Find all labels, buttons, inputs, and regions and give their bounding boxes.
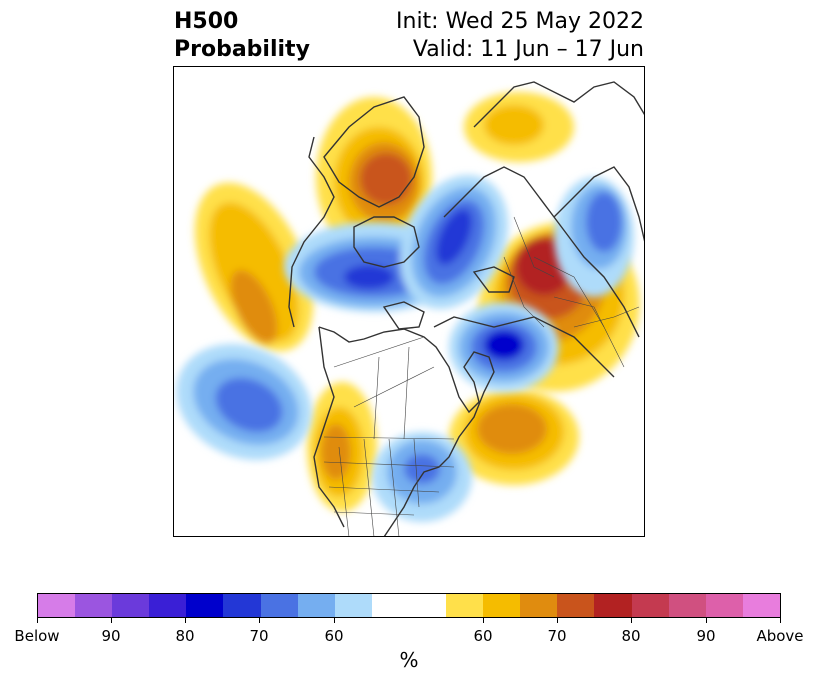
below-normal-regions (176, 175, 634, 522)
colorbar-tick (706, 618, 707, 623)
colorbar-segment (297, 594, 335, 617)
colorbar-segment (594, 594, 632, 617)
colorbar-label: 80 (175, 627, 195, 645)
colorbar-segment (742, 594, 780, 617)
colorbar-segment (75, 594, 113, 617)
colorbar-label: 90 (696, 627, 716, 645)
title-variable: H500 (174, 9, 239, 34)
colorbar-segment (260, 594, 298, 617)
colorbar-segment (631, 594, 669, 617)
colorbar (37, 593, 781, 618)
colorbar-tick (780, 618, 781, 623)
colorbar-tick (557, 618, 558, 623)
colorbar-tick (37, 618, 38, 623)
colorbar-segment (334, 594, 372, 617)
colorbar-segment (186, 594, 224, 617)
probability-map (173, 66, 645, 537)
colorbar-tick (334, 618, 335, 623)
init-date: Init: Wed 25 May 2022 (396, 9, 644, 34)
colorbar-segment (446, 594, 484, 617)
colorbar-tick (259, 618, 260, 623)
colorbar-label: 60 (473, 627, 493, 645)
colorbar-tick (185, 618, 186, 623)
colorbar-label: 80 (621, 627, 641, 645)
map-canvas (176, 81, 644, 536)
political-borders (323, 216, 640, 536)
colorbar-segment (408, 594, 447, 617)
colorbar-label: 70 (547, 627, 567, 645)
colorbar-segment (705, 594, 743, 617)
colorbar-segment (38, 594, 76, 617)
colorbar-label: 90 (101, 627, 121, 645)
colorbar-segment (483, 594, 521, 617)
colorbar-tick (483, 618, 484, 623)
colorbar-segment (371, 594, 409, 617)
colorbar-label: 70 (249, 627, 269, 645)
chart-title-right: Init: Wed 25 May 2022 Valid: 11 Jun – 17… (396, 8, 644, 64)
colorbar-segment (112, 594, 150, 617)
colorbar-tick (631, 618, 632, 623)
colorbar-tick (111, 618, 112, 623)
chart-title-left: H500 Probability (174, 8, 310, 64)
colorbar-segment (557, 594, 595, 617)
colorbar-segment (223, 594, 261, 617)
colorbar-units: % (399, 648, 419, 672)
coastlines (288, 81, 644, 536)
colorbar-label-above: Above (756, 627, 804, 645)
title-product: Probability (174, 37, 310, 62)
valid-range: Valid: 11 Jun – 17 Jun (412, 37, 644, 62)
colorbar-label-below: Below (14, 627, 60, 645)
colorbar-segment (149, 594, 187, 617)
colorbar-segment (520, 594, 558, 617)
colorbar-segment (668, 594, 706, 617)
colorbar-label: 60 (324, 627, 344, 645)
